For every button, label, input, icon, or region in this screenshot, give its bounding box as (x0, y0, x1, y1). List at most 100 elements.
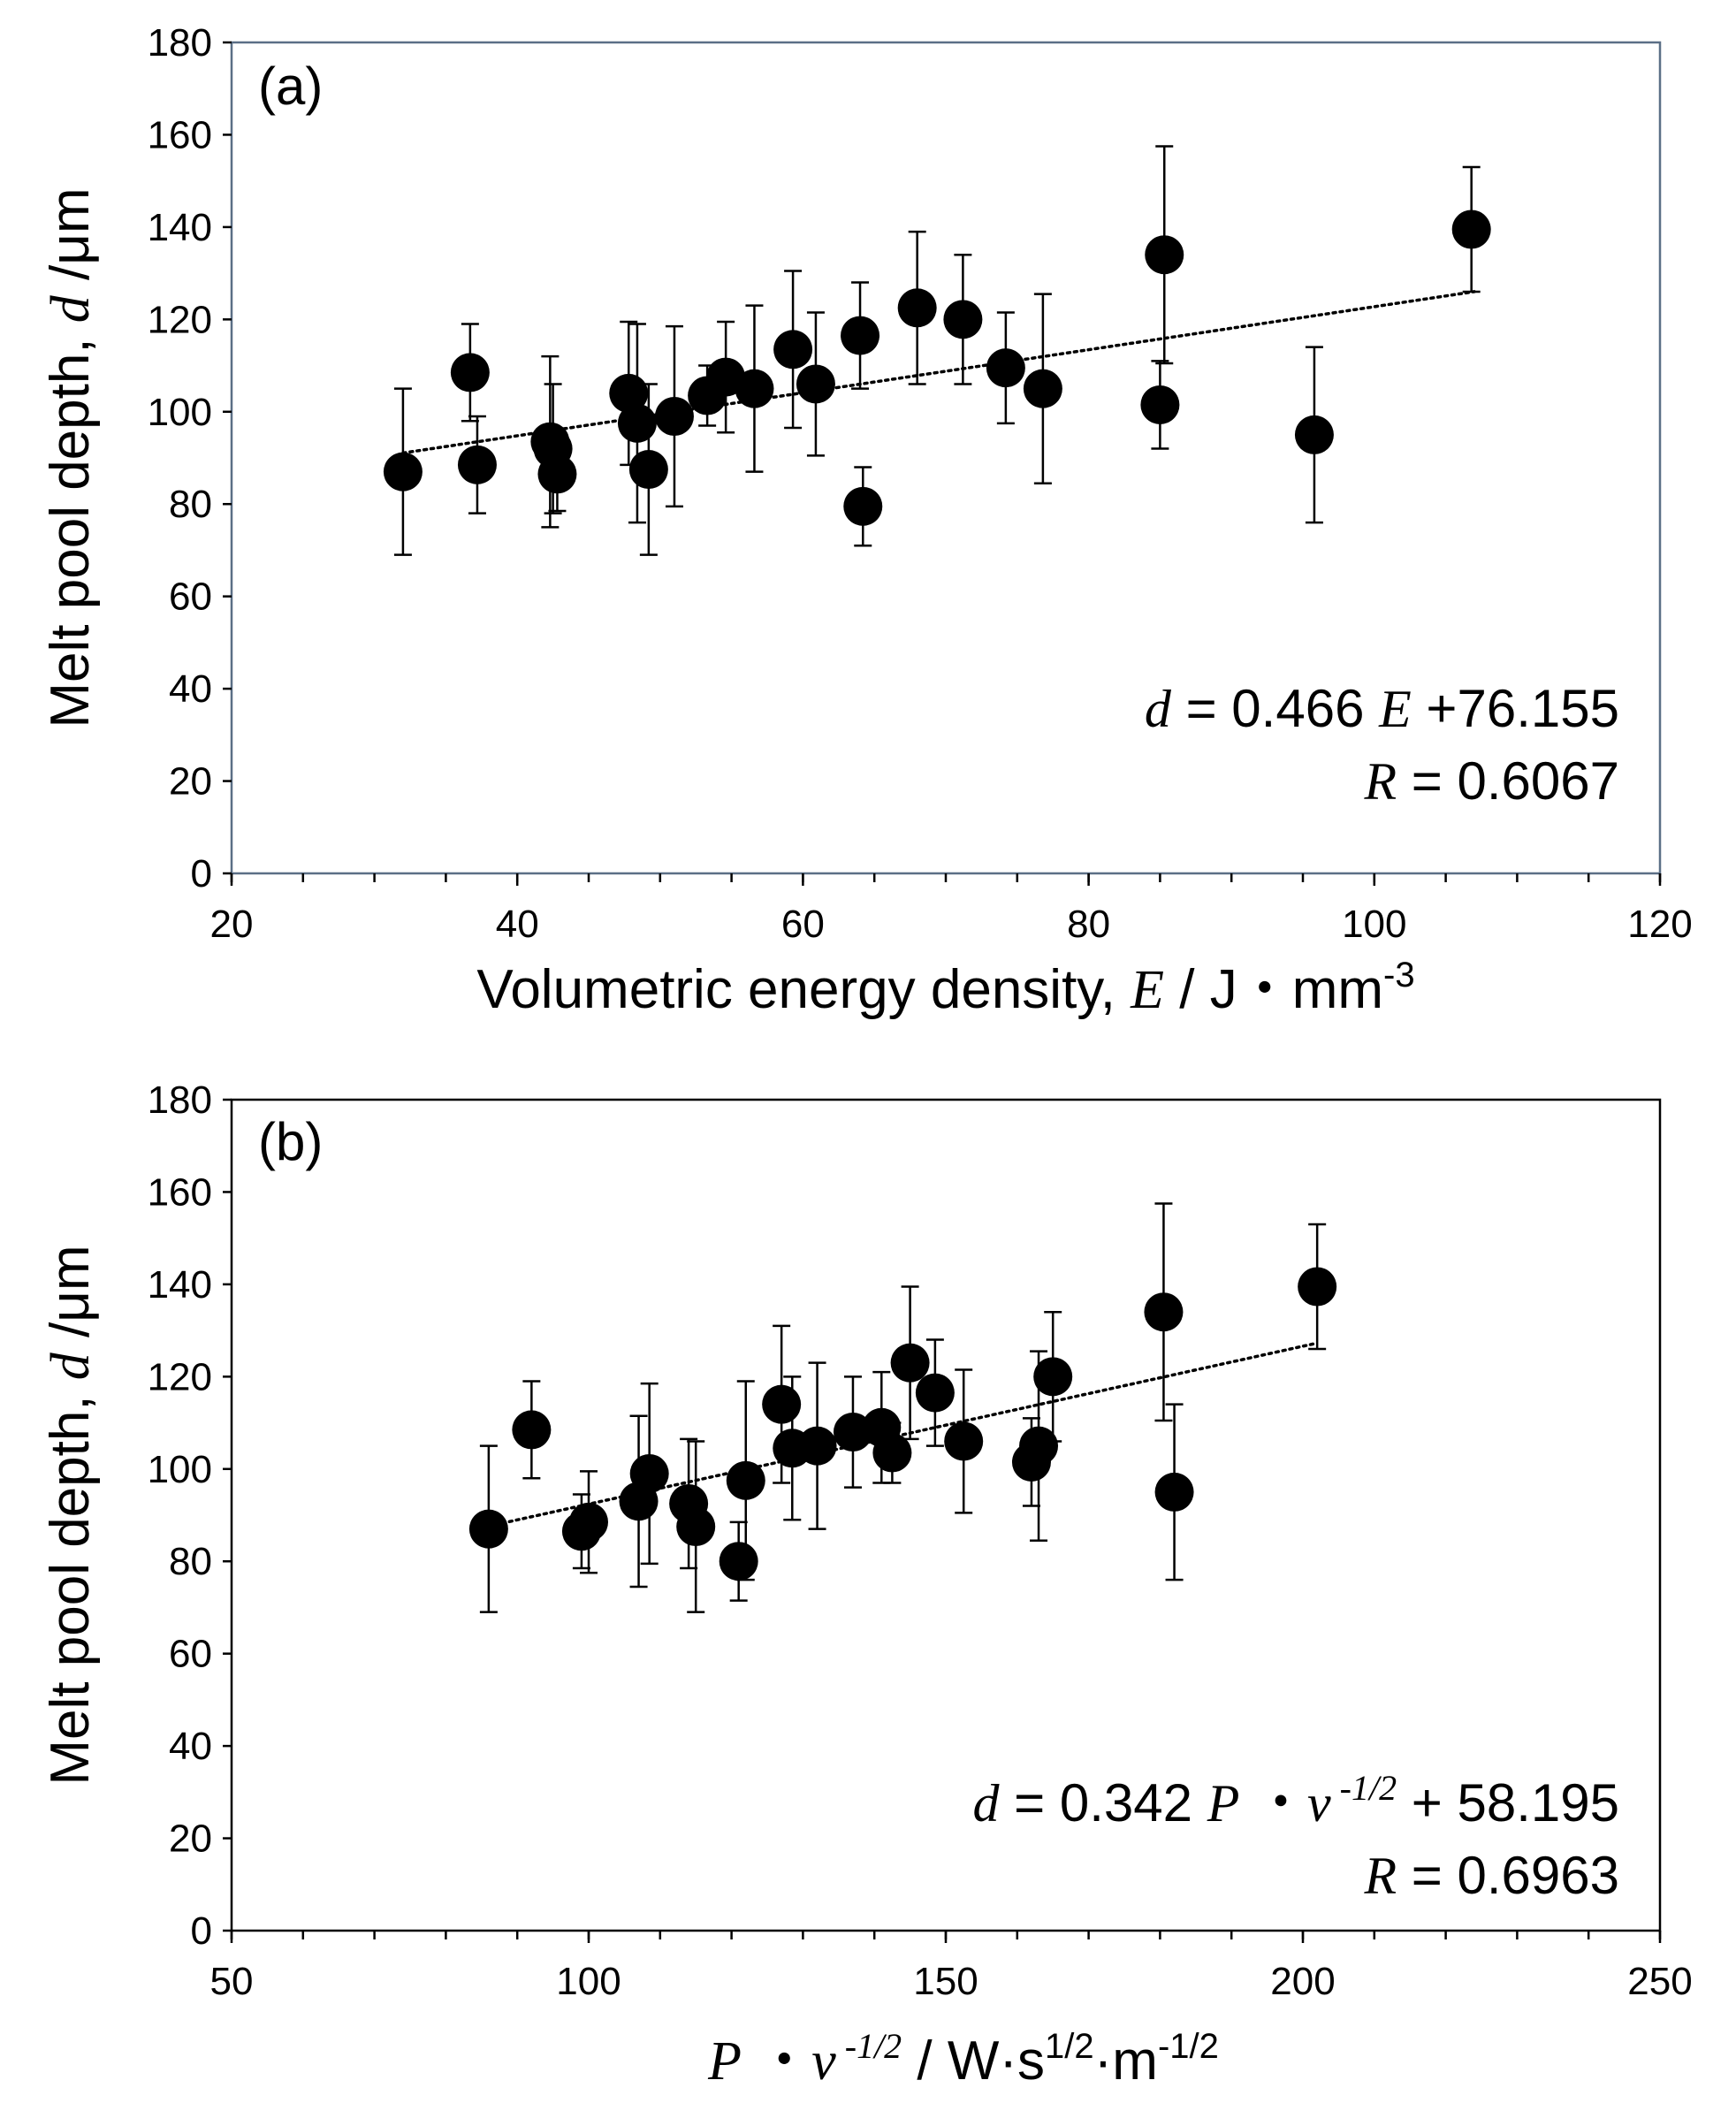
data-point (735, 369, 774, 408)
svg-text:Melt pool depth, d /μm: Melt pool depth, d /μm (40, 1245, 101, 1785)
data-point (762, 1384, 802, 1424)
equation-var2-b: v (1307, 1774, 1331, 1833)
data-point (1023, 369, 1062, 408)
y-tick-label: 0 (191, 852, 212, 895)
equation-text2-a: +76.155 (1412, 679, 1619, 738)
data-point (457, 445, 497, 484)
x-axis-title-b: P ・v -1/2 / W·s1/2·m-1/2 (707, 2026, 1219, 2092)
y-tick-label: 100 (148, 391, 212, 434)
data-point (915, 1373, 955, 1413)
svg-text:Melt pool depth, d /μm: Melt pool depth, d /μm (40, 187, 101, 728)
y-tick-label: 160 (148, 1170, 212, 1214)
r-value-b: R = 0.6963 (1363, 1846, 1619, 1905)
y-tick-label: 40 (169, 1725, 212, 1768)
y-tick-label: 60 (169, 575, 212, 619)
x-axis-title-a: Volumetric energy density, E / J・mm-3 (476, 956, 1414, 1020)
data-point (569, 1502, 608, 1542)
equation-lhs-a: d (1145, 680, 1172, 738)
x-tick-label: 120 (1627, 903, 1692, 946)
x-axis-unit1-b: / W·s (902, 2031, 1045, 2092)
y-tick-label: 180 (148, 21, 212, 65)
x-tick-label: 80 (1067, 903, 1110, 946)
equation-sup-b: -1/2 (1331, 1768, 1397, 1808)
x-axis-unit-a: / J・mm (1164, 959, 1383, 1020)
data-point (383, 452, 423, 491)
x-tick-label: 40 (496, 903, 539, 946)
trendline (401, 290, 1476, 455)
y-axis-title-a: Melt pool depth, d /μm (40, 187, 101, 728)
panel-label-b: (b) (258, 1112, 323, 1171)
data-point (897, 288, 937, 328)
x-axis-var-a: E (1130, 960, 1164, 1020)
data-point (833, 1413, 872, 1452)
equation-dot-b: ・ (1239, 1773, 1307, 1833)
r-text-b: = 0.6963 (1397, 1846, 1619, 1905)
x-axis-sup1-b: -1/2 (836, 2026, 902, 2066)
y-tick-label: 120 (148, 298, 212, 341)
x-tick-label: 60 (781, 903, 825, 946)
y-tick-label: 40 (169, 667, 212, 711)
panel-b: 0 20 40 60 80 100 120 140 160 180 50 100 150 200 250 (… (40, 1078, 1693, 2092)
panel-label-a: (a) (258, 57, 323, 116)
data-point (609, 373, 649, 413)
y-tick-label: 20 (169, 1817, 212, 1861)
y-axis-title-text-a: Melt pool depth, (40, 323, 101, 728)
x-axis-dot-b: ・ (742, 2031, 811, 2092)
x-tick-label: 100 (1342, 903, 1406, 946)
data-point (773, 330, 813, 370)
r-var-b: R (1363, 1847, 1397, 1905)
data-point (843, 486, 883, 526)
x-tick-label: 250 (1627, 1960, 1692, 2003)
equation-lhs-b: d (972, 1774, 1000, 1833)
data-point (719, 1542, 758, 1581)
y-axis-title-b: Melt pool depth, d /μm (40, 1245, 101, 1785)
plot-area-a (230, 41, 1662, 875)
data-point (450, 353, 490, 392)
x-axis-sup-a: -3 (1383, 956, 1415, 994)
x-axis-var1-b: P (707, 2031, 742, 2092)
y-tick-label: 180 (148, 1078, 212, 1122)
data-point (1019, 1426, 1059, 1466)
data-point (654, 397, 694, 436)
y-tick-label: 0 (191, 1909, 212, 1953)
y-tick-label: 140 (148, 1263, 212, 1307)
x-axis-title-text-a: Volumetric energy density, (476, 959, 1131, 1020)
data-point (726, 1460, 765, 1500)
y-tick-label: 60 (169, 1633, 212, 1676)
y-tick-label: 140 (148, 206, 212, 249)
x-axis-sup2-b: 1/2 (1045, 2027, 1094, 2066)
x-axis-unit2-b: ·m (1094, 2031, 1158, 2092)
y-axis-unit-a: /μm (40, 187, 101, 295)
equation-var-a: E (1378, 680, 1412, 738)
data-point (1451, 210, 1491, 249)
y-tick-label: 120 (148, 1355, 212, 1398)
data-point (890, 1343, 930, 1383)
data-point (1033, 1357, 1073, 1397)
equation-text2-b: + 58.195 (1397, 1773, 1619, 1833)
data-point (1298, 1267, 1337, 1307)
y-axis-title-text-b: Melt pool depth, (40, 1380, 101, 1785)
data-point (841, 316, 880, 355)
data-point (617, 403, 657, 443)
y-tick-label: 80 (169, 1540, 212, 1583)
data-point (676, 1507, 716, 1547)
data-point (944, 1421, 984, 1461)
equation-b: d = 0.342 P ・v -1/2 + 58.195 (972, 1768, 1619, 1833)
data-point (1154, 1472, 1194, 1512)
equation-text1-a: = 0.466 (1171, 679, 1379, 738)
marks-b: 0 20 40 60 80 100 120 140 160 180 50 100 150 200 250 (148, 1078, 1693, 2003)
x-tick-label: 200 (1270, 1960, 1335, 2003)
x-tick-label: 20 (210, 903, 254, 946)
marks-a: 0 20 40 60 80 100 120 140 160 180 20 40 60 80 100 120 (148, 21, 1693, 946)
y-tick-label: 80 (169, 483, 212, 526)
data-point (797, 1426, 837, 1466)
data-point (1145, 235, 1184, 275)
data-point (512, 1410, 552, 1450)
data-point (1294, 415, 1334, 454)
data-point (1144, 1292, 1184, 1332)
r-text-a: = 0.6067 (1397, 751, 1619, 811)
data-point (537, 454, 577, 494)
y-tick-label: 20 (169, 760, 212, 804)
data-point (872, 1433, 912, 1473)
